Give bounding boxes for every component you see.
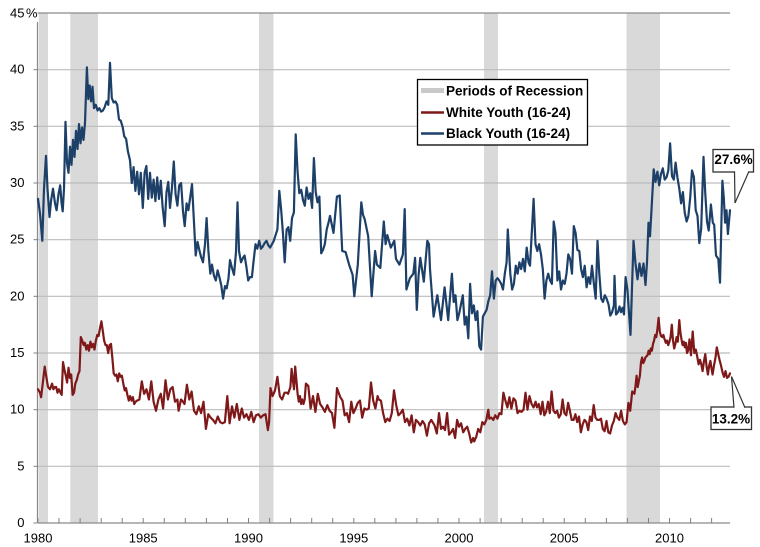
svg-text:Periods of Recession: Periods of Recession xyxy=(446,84,583,99)
svg-text:White Youth (16-24): White Youth (16-24) xyxy=(446,105,571,120)
svg-text:15: 15 xyxy=(10,345,24,360)
svg-text:27.6%: 27.6% xyxy=(714,152,752,167)
svg-text:2005: 2005 xyxy=(550,531,579,546)
svg-text:13.2%: 13.2% xyxy=(712,412,750,427)
svg-text:10: 10 xyxy=(10,402,24,417)
svg-text:1990: 1990 xyxy=(234,531,263,546)
svg-text:25: 25 xyxy=(10,232,24,247)
svg-text:2010: 2010 xyxy=(655,531,684,546)
svg-text:40: 40 xyxy=(10,62,24,77)
svg-text:20: 20 xyxy=(10,288,24,303)
svg-text:45: 45 xyxy=(10,6,24,21)
svg-text:Black Youth (16-24): Black Youth (16-24) xyxy=(446,126,570,141)
svg-text:1985: 1985 xyxy=(129,531,158,546)
svg-text:0: 0 xyxy=(17,515,24,530)
svg-text:2000: 2000 xyxy=(445,531,474,546)
svg-text:5: 5 xyxy=(17,458,24,473)
svg-text:%: % xyxy=(26,6,38,21)
svg-text:1995: 1995 xyxy=(339,531,368,546)
svg-text:35: 35 xyxy=(10,118,24,133)
svg-text:1980: 1980 xyxy=(24,531,53,546)
svg-text:30: 30 xyxy=(10,175,24,190)
